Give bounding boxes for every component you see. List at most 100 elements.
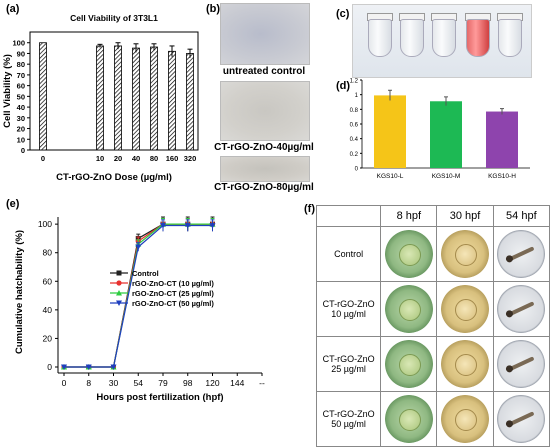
chart-d-bar-KGS10-L [374, 95, 406, 168]
embryo-image-10-8 [384, 285, 433, 333]
chart-e-xtick-label: 54 [134, 378, 144, 388]
chart-a-xtick-label: 10 [96, 154, 104, 163]
embryo-image-control-8 [384, 230, 433, 278]
chart-a-ytick-label: 0 [21, 146, 25, 155]
chart-d-xtick-label: KGS10-M [432, 173, 461, 180]
chart-d-ytick-label: 0.8 [350, 108, 359, 114]
embryo-image-50-30 [441, 395, 490, 443]
chart-e-xtick-label: 79 [158, 378, 168, 388]
chart-a-xtick-label: 80 [150, 154, 158, 163]
panel-d-letter: (d) [336, 80, 351, 92]
caption-40: CT-rGO-ZnO-40µg/ml [214, 142, 314, 153]
chart-e-ytick-label: 80 [43, 248, 53, 258]
tube-4-red [466, 19, 490, 57]
cell-image-80 [220, 156, 310, 182]
chart-a-xtick-label: 20 [114, 154, 122, 163]
chart-e-ytick-label: 40 [43, 305, 53, 315]
chart-a-ytick-label: 80 [17, 60, 25, 69]
chart-d-ytick-label: 1 [355, 93, 359, 99]
chart-e-ytick-label: 60 [43, 276, 53, 286]
chart-a-xtick-label: 160 [166, 154, 179, 163]
zebrafish-image-grid: 8 hpf 30 hpf 54 hpf Control CT-rGO-ZnO 10… [315, 205, 550, 447]
col-header-54hpf: 54 hpf [492, 205, 550, 227]
panel-f-letter: (f) [304, 203, 315, 215]
chart-e-xtick-label: 98 [183, 378, 193, 388]
col-header-8hpf: 8 hpf [380, 205, 438, 227]
chart-e-legend-label: rGO-ZnO-CT (50 µg/ml) [132, 299, 214, 308]
chart-a-ytick-label: 60 [17, 82, 25, 91]
chart-e-xtick-label: 30 [109, 378, 119, 388]
chart-d-bar-KGS10-M [430, 101, 462, 168]
col-header-30hpf: 30 hpf [436, 205, 494, 227]
panel-c-letter: (c) [336, 8, 350, 20]
chart-d-ytick-label: 0.2 [350, 152, 359, 158]
chart-e-point [85, 364, 92, 370]
cell-image-untreated [220, 3, 310, 65]
chart-a-frame [29, 31, 199, 151]
chart-a-ytick-label: 90 [17, 49, 25, 58]
embryo-image-10-30 [441, 285, 490, 333]
chart-e-point [184, 223, 191, 229]
chart-d-xtick-label: KGS10-L [377, 173, 404, 180]
chart-e-point [209, 223, 216, 229]
row-label-25: CT-rGO-ZnO 25 µg/ml [315, 336, 382, 392]
chart-e-ylabel: Cumulative hatchability (%) [14, 230, 25, 354]
chart-a-xtick-label: 0 [41, 154, 45, 163]
chart-e-legend-label: rGO-ZnO-CT (25 µg/ml) [132, 289, 214, 298]
chart-a-ytick-label: 20 [17, 125, 25, 134]
chart-a-bar-160 [168, 50, 176, 151]
chart-a-bar-20 [114, 45, 122, 151]
tubes-photo [352, 4, 532, 78]
chart-d: 0 0.2 0.4 0.6 0.8 1 1.2 KGS10-L KGS10-M KGS10-H [350, 79, 530, 180]
chart-a-bar-0 [39, 42, 47, 151]
chart-a-bar-320 [186, 53, 194, 151]
cell-image-40 [220, 81, 310, 141]
panel-a-letter: (a) [6, 3, 20, 15]
row-label-10: CT-rGO-ZnO 10 µg/ml [315, 281, 382, 337]
chart-e-xtick-label: 0 [62, 378, 67, 388]
chart-d-bar-KGS10-H [486, 111, 518, 168]
chart-a: Cell Viability of 3T3L101020304050607080… [2, 13, 199, 183]
caption-80: CT-rGO-ZnO-80µg/ml [214, 182, 314, 193]
chart-a-ytick-label: 10 [17, 135, 25, 144]
tube-5 [498, 19, 522, 57]
chart-a-title: Cell Viability of 3T3L1 [70, 13, 158, 23]
chart-a-bar-40 [132, 47, 140, 151]
larva-image-10-54 [497, 285, 546, 333]
chart-e-xtick-label: -- [259, 378, 265, 388]
chart-a-ytick-label: 100 [12, 39, 25, 48]
chart-e-point [110, 364, 117, 370]
chart-e-point [160, 223, 166, 229]
tube-1 [368, 19, 392, 57]
chart-e-legend-marker [116, 290, 122, 296]
chart-e-xtick-label: 120 [205, 378, 219, 388]
larva-image-25-54 [497, 340, 546, 388]
row-label-control: Control [315, 226, 382, 282]
panel-e-letter: (e) [6, 198, 20, 210]
chart-a-ytick-label: 30 [17, 114, 25, 123]
chart-a-ylabel: Cell Viability (%) [2, 54, 13, 128]
chart-e-point [135, 244, 142, 250]
tube-2 [400, 19, 424, 57]
chart-a-ytick-label: 40 [17, 103, 25, 112]
chart-a-xlabel: CT-rGO-ZnO Dose (µg/ml) [56, 172, 172, 183]
chart-a-bar-80 [150, 46, 158, 151]
chart-a-xtick-label: 320 [184, 154, 197, 163]
chart-d-ytick-label: 0.6 [350, 123, 359, 129]
chart-e-xtick-label: 8 [86, 378, 91, 388]
chart-e-xtick-label: 144 [230, 378, 244, 388]
row-label-50: CT-rGO-ZnO 50 µg/ml [315, 391, 382, 447]
chart-d-ytick-label: 0.4 [350, 137, 359, 143]
tube-3 [432, 19, 456, 57]
chart-e-ytick-label: 100 [38, 219, 52, 229]
chart-d-ytick-label: 1.2 [350, 79, 359, 85]
chart-a-bar-10 [96, 45, 104, 151]
chart-e-xlabel: Hours post fertilization (hpf) [96, 392, 223, 403]
caption-untreated: untreated control [222, 66, 306, 77]
chart-e-legend-marker [116, 280, 122, 286]
panel-b-letter: (b) [206, 3, 221, 15]
chart-a-xtick-label: 40 [132, 154, 140, 163]
embryo-image-control-30 [441, 230, 490, 278]
chart-e-legend-marker [116, 270, 122, 276]
embryo-image-50-8 [384, 395, 433, 443]
